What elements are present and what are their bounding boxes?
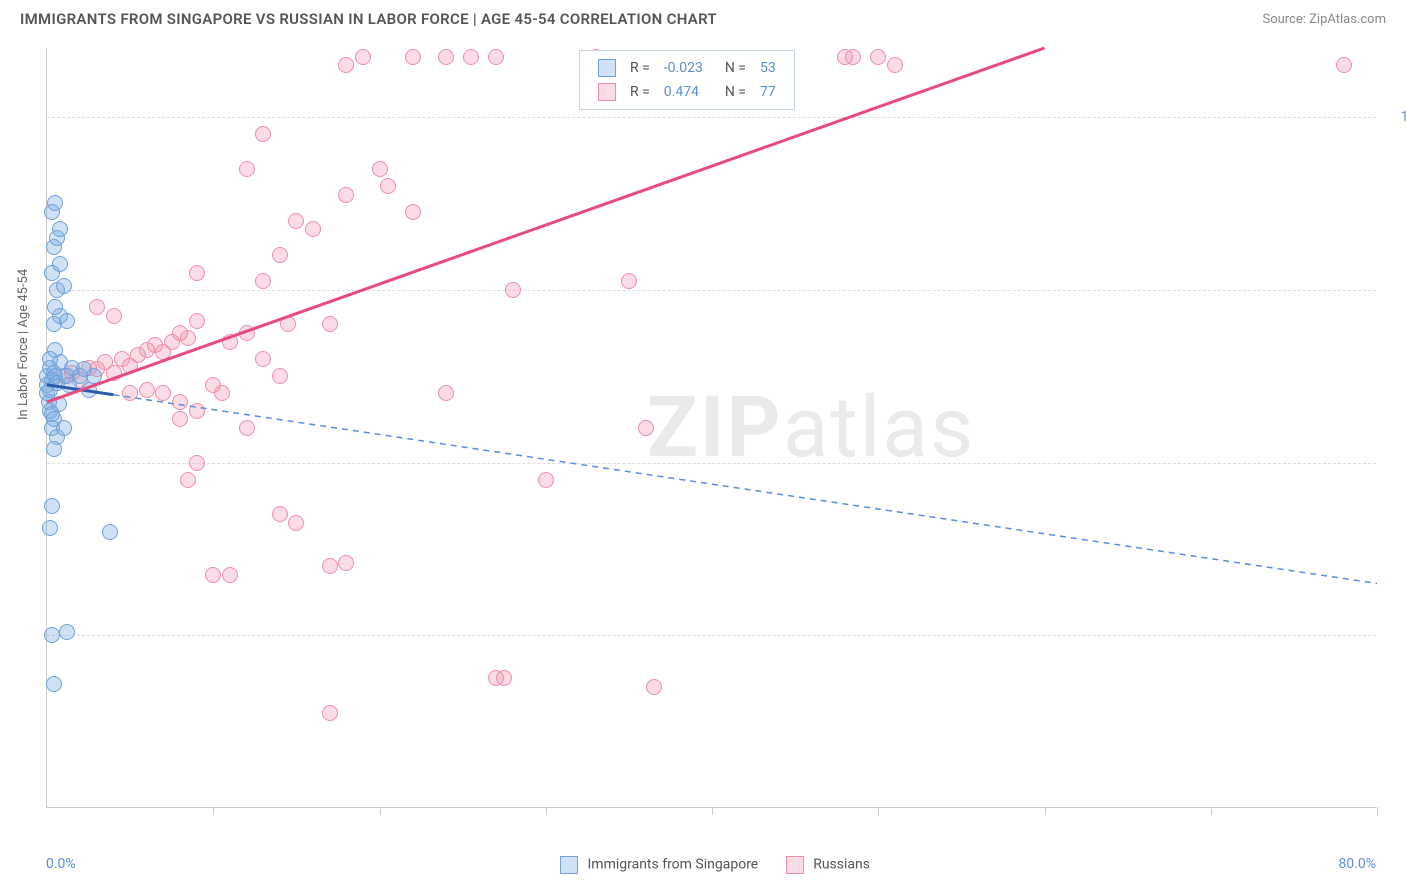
xtick [712,807,713,815]
ytick-label: 100.0% [1386,109,1406,125]
xtick [1377,807,1378,815]
r-label: R = [624,81,656,103]
bottom-legend: Immigrants from Singapore Russians [0,856,1406,874]
stats-swatch [598,83,616,101]
trendlines [47,48,1377,808]
source-label: Source: ZipAtlas.com [1262,12,1386,27]
xtick [546,807,547,815]
xtick [1045,807,1046,815]
stats-swatch [598,59,616,77]
r-value: 0.474 [658,81,709,103]
xtick [1211,807,1212,815]
stats-legend: R =-0.023N =53 R =0.474N =77 [579,50,795,110]
n-label: N = [711,81,752,103]
n-value: 77 [754,81,782,103]
xtick [380,807,381,815]
legend-swatch-pink [786,856,804,874]
xtick [213,807,214,815]
xtick [878,807,879,815]
legend-swatch-blue [560,856,578,874]
scatter-chart: ZIPatlas 70.0%80.0%90.0%100.0%R =-0.023N… [46,48,1376,808]
n-label: N = [711,57,752,79]
chart-header: IMMIGRANTS FROM SINGAPORE VS RUSSIAN IN … [0,0,1406,36]
ytick-label: 70.0% [1386,627,1406,643]
n-value: 53 [754,57,782,79]
ytick-label: 80.0% [1386,455,1406,471]
legend-label-pink: Russians [813,857,870,873]
r-value: -0.023 [658,57,709,79]
ytick-label: 90.0% [1386,282,1406,298]
r-label: R = [624,57,656,79]
chart-title: IMMIGRANTS FROM SINGAPORE VS RUSSIAN IN … [20,10,717,28]
y-axis-label: In Labor Force | Age 45-54 [16,269,31,420]
legend-label-blue: Immigrants from Singapore [587,857,758,873]
